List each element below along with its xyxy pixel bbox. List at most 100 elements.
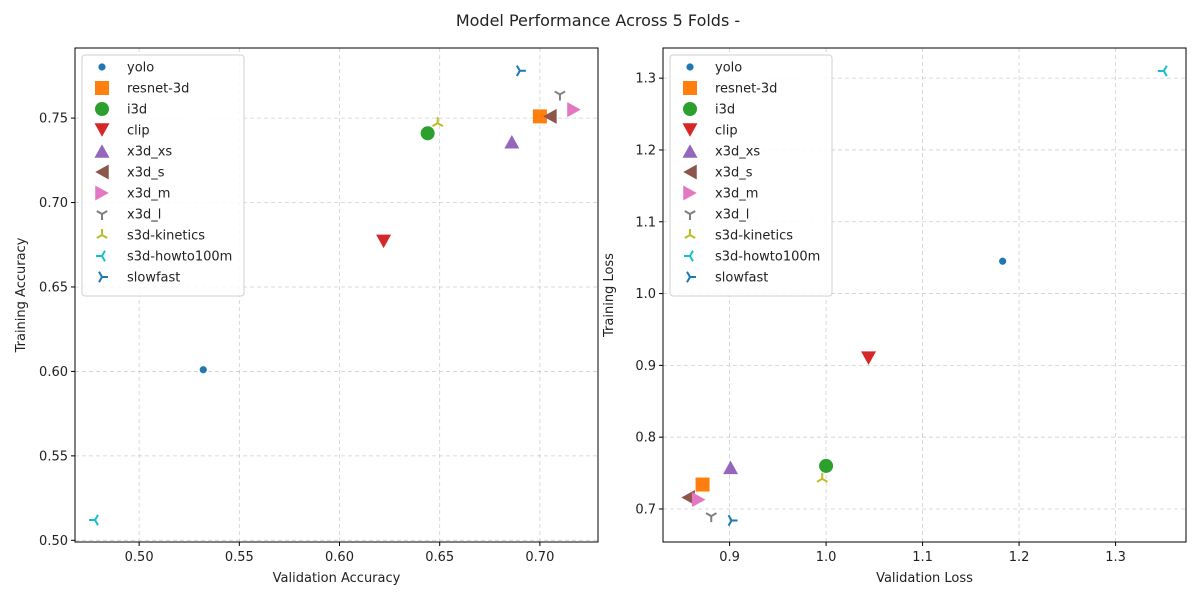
legend-label: x3d_xs [127,145,172,160]
legend-x3d_s-marker [95,164,109,180]
x-tick-label: 0.9 [719,550,740,565]
legend-s3d-howto100m-marker [684,250,694,262]
point-i3d [420,126,435,141]
legend-s3d-kinetics-marker [684,229,696,239]
point-x3d_m [691,492,706,508]
legend-x3d_xs-marker [94,144,110,158]
legend-item-x3d_m: x3d_m [683,185,758,202]
legend-item-s3d-kinetics: s3d-kinetics [96,229,205,244]
x-axis-label: Validation Accuracy [273,571,401,586]
point-clip [376,234,392,249]
y-tick-label: 0.65 [39,280,68,295]
point-x3d_l [705,512,717,523]
point-i3d [819,458,834,473]
legend-label: x3d_xs [715,145,760,160]
legend-item-yolo: yolo [98,61,154,76]
x-tick-label: 0.70 [525,550,554,565]
legend-label: clip [715,124,738,139]
point-slowfast [727,514,738,527]
legend-x3d_m-marker [683,185,697,201]
legend-item-resnet-3d: resnet-3d [683,81,777,97]
point-s3d-howto100m [1157,65,1168,77]
x-tick-label: 0.50 [125,550,154,565]
legend-yolo-marker [686,63,694,71]
point-s3d-kinetics [816,472,828,483]
accuracy-scatter-plot: 0.50 0.55 0.60 0.65 0.70 0.50 0.55 0.60 0.65 0.70… [14,47,599,586]
y-tick-label: 1.1 [635,215,656,230]
x-tick-label: 1.1 [912,550,933,565]
legend-item-s3d-howto100m: s3d-howto100m [96,250,232,265]
x-tick-label: 1.3 [1105,550,1126,565]
legend-label: i3d [127,103,147,118]
axes-frame [74,47,599,543]
legend-label: x3d_s [715,166,753,181]
legend-label: x3d_s [127,166,165,181]
legend-x3d_l-marker [684,210,696,220]
point-s3d-kinetics [431,117,444,128]
y-tick-label: 0.7 [635,502,656,517]
legend-item-i3d: i3d [683,102,735,118]
point-resnet-3d [695,477,710,492]
legend-i3d-marker [683,102,697,116]
legend-label: yolo [127,61,154,76]
x-tick-label: 0.60 [325,550,354,565]
y-axis-label: Training Loss [602,253,617,338]
legend-label: s3d-howto100m [715,250,820,265]
legend-resnet-3d-marker [95,81,109,95]
y-tick-label: 0.60 [39,365,68,380]
legend: yolo resnet-3d i3d clip x3d_xs x3d_s x3d_m x3d_… [669,54,833,297]
x-tick-label: 1.2 [1009,550,1030,565]
legend-label: slowfast [127,271,180,286]
legend-box [81,54,245,297]
loss-scatter-plot: 0.9 1.0 1.1 1.2 1.3 0.7 0.8 0.9 1.0 1.1 1.2 1.3 Vali… [602,47,1187,586]
legend-label: resnet-3d [715,82,777,97]
data-points [681,65,1168,527]
legend-s3d-kinetics-marker [96,229,108,239]
x-tick-label: 0.65 [425,550,454,565]
y-tick-label: 1.0 [635,287,656,302]
legend-item-x3d_l: x3d_l [96,208,161,223]
point-s3d-howto100m [89,514,99,526]
legend-label: slowfast [715,271,768,286]
y-tick-label: 1.3 [635,72,656,87]
legend-label: resnet-3d [127,82,189,97]
legend-item-x3d_m: x3d_m [95,185,170,202]
point-x3d_l [554,90,566,101]
legend-x3d_s-marker [683,164,697,180]
y-tick-label: 0.70 [39,196,68,211]
legend-box [669,54,833,297]
legend-clip-marker [94,123,110,137]
legend-item-x3d_xs: x3d_xs [682,144,760,160]
legend-x3d_l-marker [96,210,108,220]
point-yolo [999,257,1007,265]
legend-clip-marker [682,123,698,137]
legend-item-s3d-kinetics: s3d-kinetics [684,229,793,244]
legend-x3d_m-marker [95,185,109,201]
point-x3d_s [681,489,695,505]
figure-title: Model Performance Across 5 Folds - [456,11,740,30]
legend-s3d-howto100m-marker [96,250,106,262]
legend-item-x3d_l: x3d_l [684,208,749,223]
y-tick-label: 0.75 [39,112,68,127]
legend-label: i3d [715,103,735,118]
x-tick-label: 0.55 [225,550,254,565]
legend-item-resnet-3d: resnet-3d [95,81,189,97]
legend-label: clip [127,124,150,139]
point-slowfast [515,65,526,77]
y-tick-label: 1.2 [635,143,656,158]
legend-item-slowfast: slowfast [98,271,180,286]
point-clip [861,351,877,365]
legend-i3d-marker [95,102,109,116]
legend-item-slowfast: slowfast [686,271,768,286]
legend-label: s3d-kinetics [715,229,793,244]
legend-label: x3d_l [715,208,749,223]
x-tick-label: 1.0 [816,550,837,565]
legend-resnet-3d-marker [683,81,697,95]
x-axis-label: Validation Loss [876,571,973,586]
legend-item-yolo: yolo [686,61,742,76]
data-points [89,65,581,526]
legend-item-i3d: i3d [95,102,147,118]
point-x3d_xs [723,460,739,475]
